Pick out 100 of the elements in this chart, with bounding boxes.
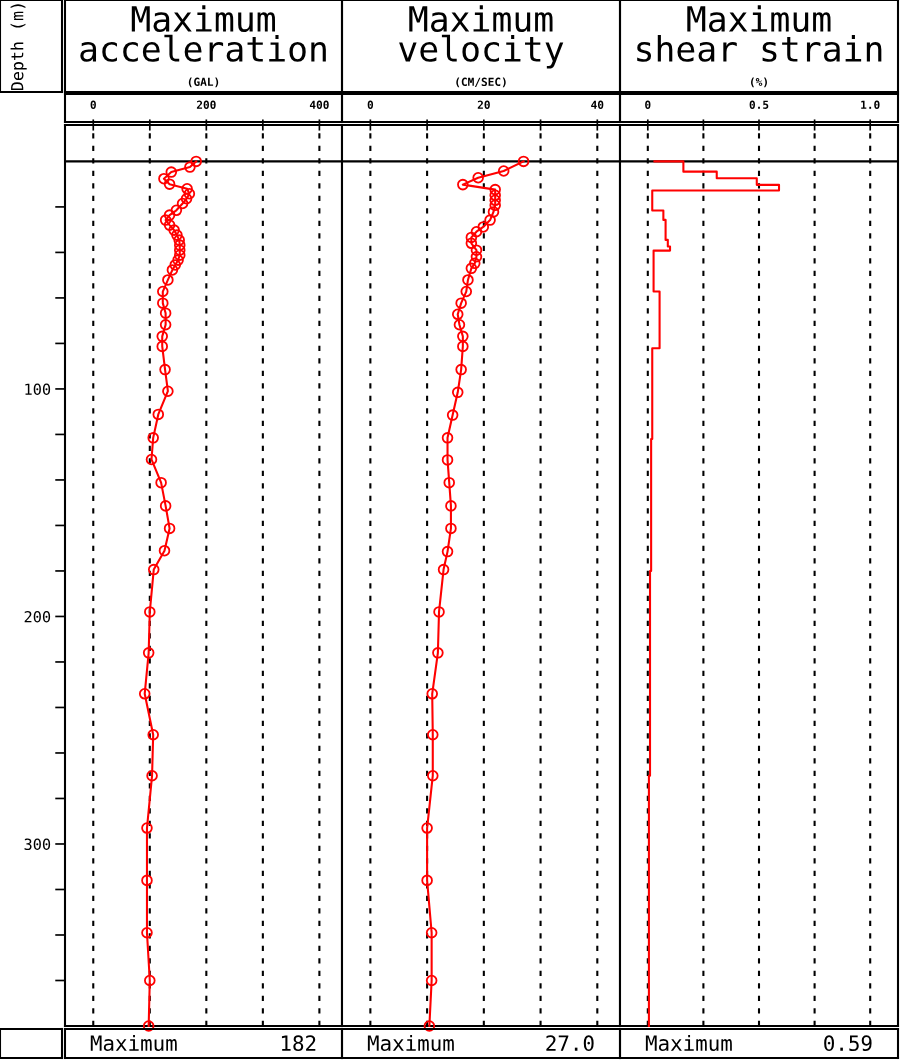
point <box>433 606 445 618</box>
x-tick-label: 0 <box>90 100 96 109</box>
point <box>445 522 457 535</box>
point <box>465 231 478 244</box>
point <box>170 204 183 217</box>
point <box>432 647 444 659</box>
x-tick-label: 0.5 <box>749 100 769 109</box>
point <box>470 225 483 238</box>
point <box>425 974 438 987</box>
point <box>190 155 202 168</box>
text: Maximum <box>367 1034 454 1052</box>
point <box>158 172 170 185</box>
point <box>158 544 171 557</box>
point <box>465 262 478 275</box>
point <box>146 769 158 782</box>
point <box>144 606 156 618</box>
point <box>169 259 182 271</box>
point <box>470 244 483 256</box>
point <box>163 522 176 535</box>
point <box>183 187 196 200</box>
point <box>455 363 467 376</box>
point <box>427 769 439 782</box>
point <box>184 161 196 173</box>
point <box>141 822 153 834</box>
point <box>171 229 183 241</box>
point <box>166 264 179 276</box>
point <box>441 432 454 444</box>
text: 0.59 <box>824 1035 872 1052</box>
point <box>141 926 153 939</box>
point <box>156 330 168 343</box>
point <box>173 239 186 251</box>
point <box>455 297 467 309</box>
point <box>484 214 496 226</box>
point <box>489 189 501 202</box>
point <box>472 172 484 184</box>
point <box>477 221 490 233</box>
point <box>147 729 159 741</box>
point <box>465 237 478 250</box>
point <box>157 285 169 298</box>
point <box>159 307 172 319</box>
point <box>173 234 185 246</box>
point <box>470 250 483 263</box>
point <box>152 408 165 421</box>
chart-title: Maximum velocity <box>399 5 564 69</box>
chart-title: Maximum shear strain <box>637 5 882 62</box>
point <box>457 178 469 191</box>
point <box>437 563 450 576</box>
point <box>180 192 193 205</box>
point <box>147 563 160 576</box>
text: 27.0 <box>546 1035 594 1052</box>
point <box>159 214 172 226</box>
text: Maximum <box>90 1034 177 1052</box>
point <box>173 249 186 261</box>
point <box>144 974 156 987</box>
point <box>162 274 174 286</box>
point <box>159 500 172 512</box>
x-tick-label: 0 <box>645 100 651 109</box>
point <box>141 874 153 887</box>
point <box>517 155 530 168</box>
point <box>157 297 169 309</box>
y-tick-label: 100 <box>25 383 51 395</box>
point <box>451 386 464 399</box>
point <box>427 729 439 741</box>
point <box>497 165 510 177</box>
point <box>163 209 176 221</box>
x-tick-label: 0 <box>367 100 374 109</box>
text: 182 <box>281 1035 316 1052</box>
point <box>162 385 174 397</box>
point <box>460 285 473 298</box>
x-tick-label: 400 <box>309 100 329 109</box>
point <box>426 688 438 700</box>
point <box>145 453 158 466</box>
point <box>176 197 189 210</box>
point <box>168 224 180 236</box>
point <box>138 688 151 700</box>
point <box>147 432 159 444</box>
point <box>487 206 500 218</box>
point <box>489 194 501 207</box>
point <box>156 340 168 353</box>
point <box>468 257 481 270</box>
point <box>163 178 176 190</box>
x-tick-label: 200 <box>196 100 216 109</box>
y-tick-label: 300 <box>24 838 51 851</box>
y-axis-title: Depth (m) <box>10 4 27 91</box>
point <box>489 199 501 212</box>
point <box>451 308 464 321</box>
point <box>159 363 171 376</box>
point <box>489 183 501 196</box>
point <box>443 476 455 489</box>
point <box>457 330 469 343</box>
point <box>462 274 474 286</box>
point <box>155 476 167 489</box>
point <box>441 454 454 466</box>
x-axis-title: (GAL) <box>188 77 219 88</box>
x-axis-title: (CM/SEC) <box>456 77 506 88</box>
point <box>142 647 155 659</box>
point <box>159 319 172 331</box>
point <box>163 219 176 231</box>
point <box>421 822 433 834</box>
point <box>441 545 454 558</box>
